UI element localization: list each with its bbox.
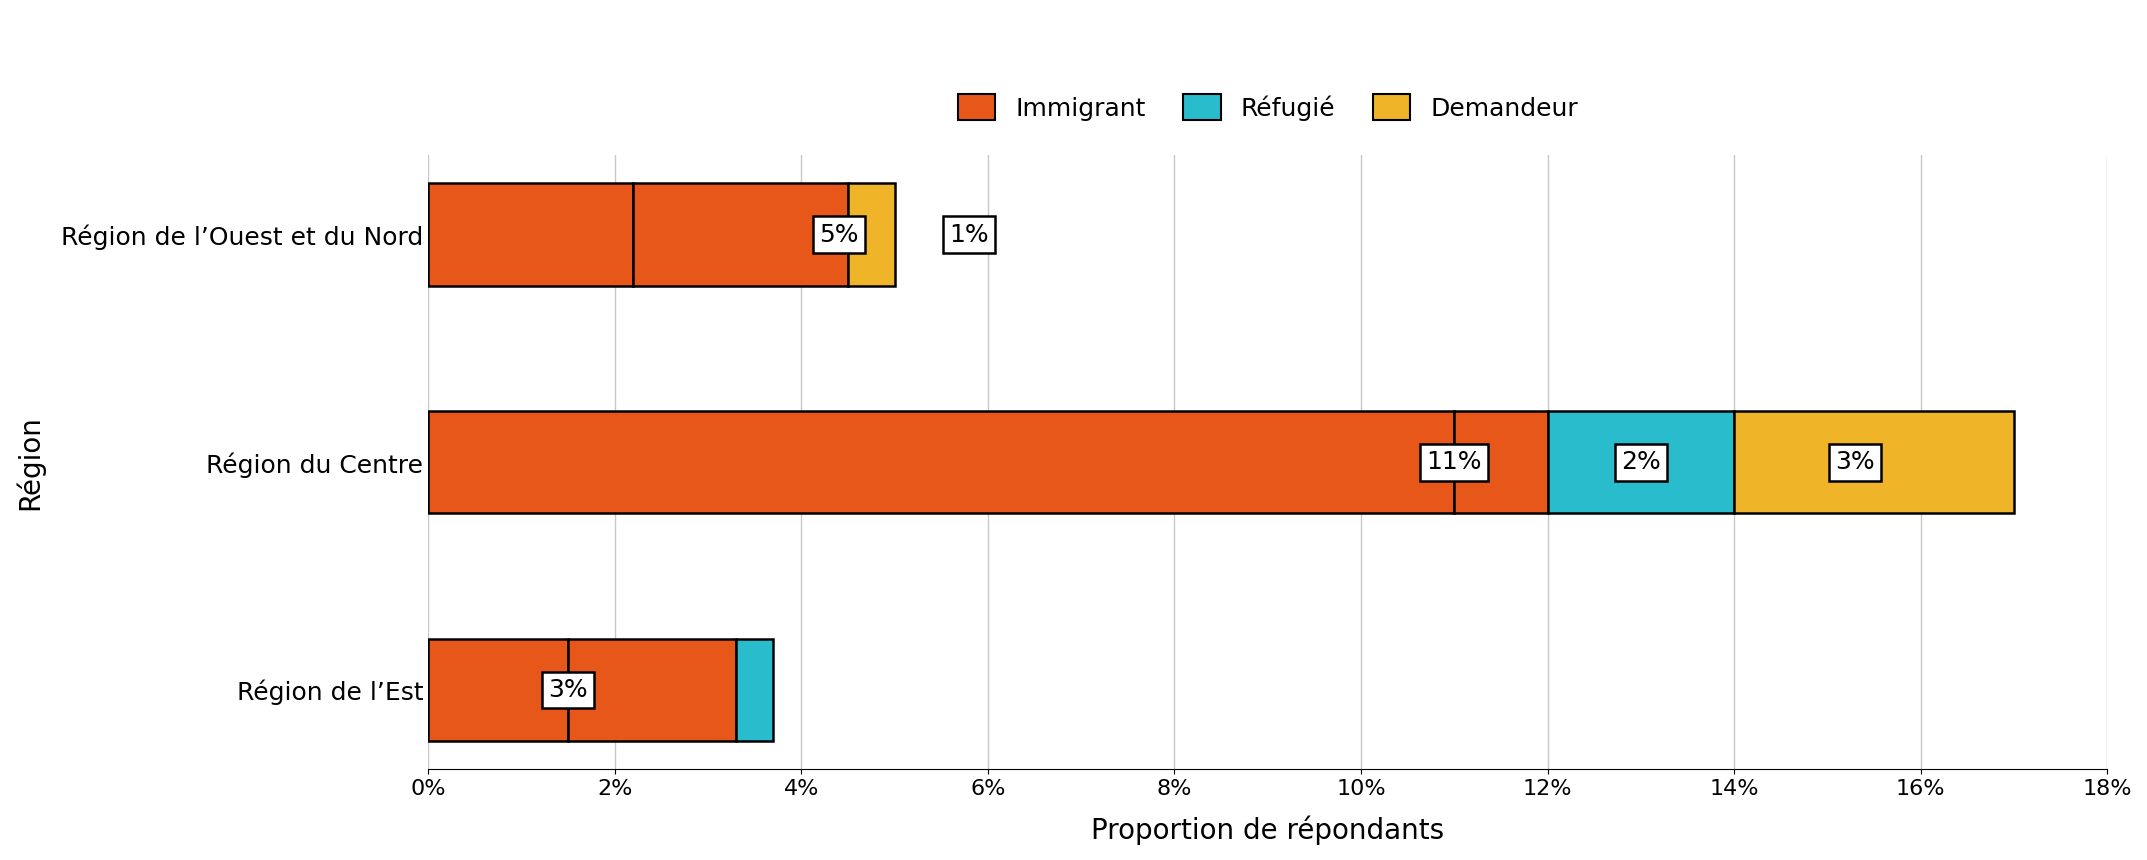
Text: 3%: 3% <box>547 678 588 702</box>
Bar <box>1548 411 1735 513</box>
Bar <box>848 183 895 286</box>
Text: 11%: 11% <box>1426 451 1481 474</box>
Bar <box>427 639 569 741</box>
Legend: Immigrant, Réfugié, Demandeur: Immigrant, Réfugié, Demandeur <box>945 82 1591 133</box>
Bar <box>569 639 736 741</box>
Bar <box>1454 411 1548 513</box>
Bar <box>736 639 773 741</box>
Bar <box>1735 411 2014 513</box>
Bar <box>427 411 1454 513</box>
Text: 5%: 5% <box>818 223 859 247</box>
Text: 1%: 1% <box>949 223 990 247</box>
Bar <box>427 183 633 286</box>
X-axis label: Proportion de répondants: Proportion de répondants <box>1091 815 1445 845</box>
Text: 3%: 3% <box>1836 451 1874 474</box>
Y-axis label: Région: Région <box>15 415 45 510</box>
Text: 2%: 2% <box>1621 451 1662 474</box>
Bar <box>633 183 848 286</box>
